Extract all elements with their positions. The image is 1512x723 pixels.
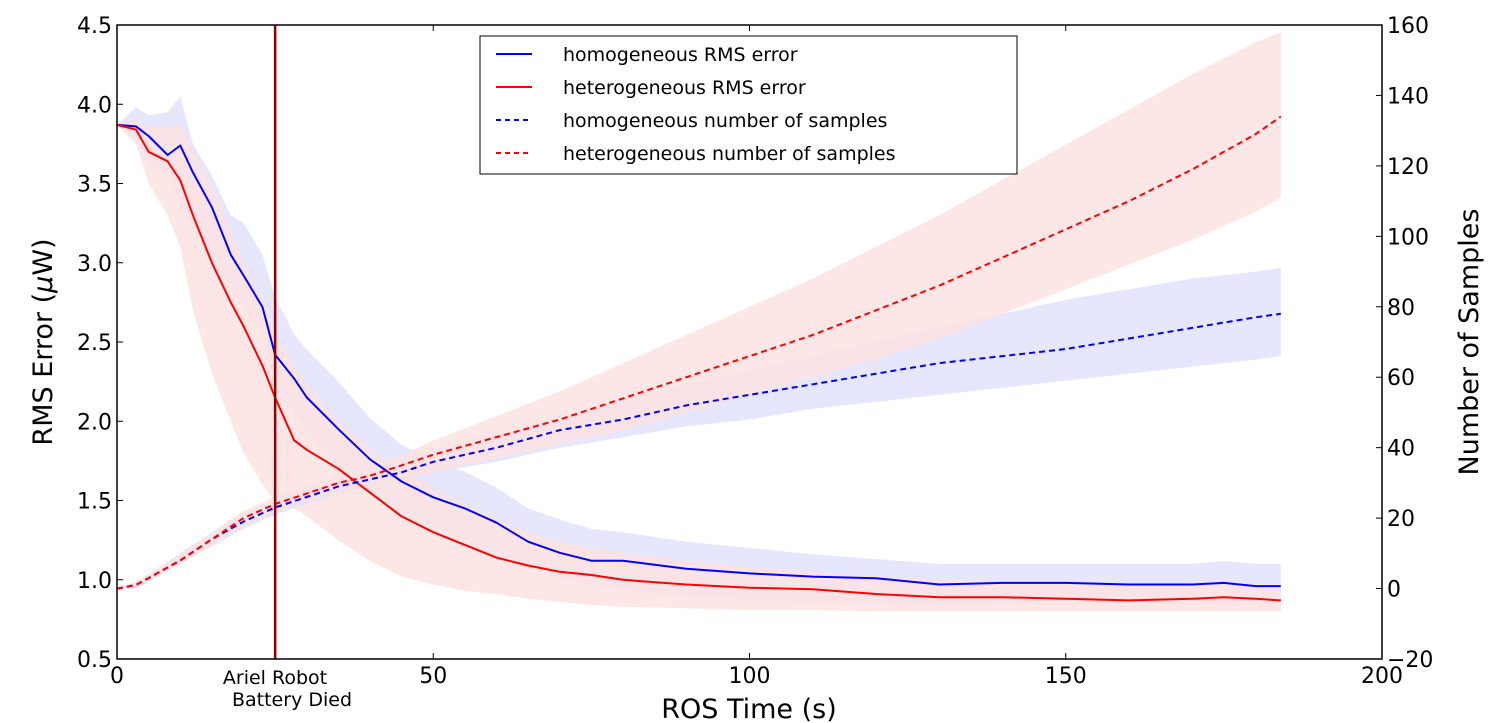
legend-label: heterogeneous number of samples [563,143,896,165]
heterogeneous-rms-error-band [117,120,1281,612]
series-lines [116,115,1282,602]
x-tick-label: 150 [1045,664,1087,689]
x-tick-label: 200 [1361,664,1403,689]
annotation-line1: Ariel Robot [223,667,327,689]
y-left-tick-label: 2.0 [77,410,112,435]
homogeneous-rms-error-line [116,123,1281,588]
y-left-tick-label: 3.0 [77,252,112,277]
y-right-axis-title: Number of Samples [1454,209,1485,476]
y-right-tick-label: 0 [1387,578,1401,603]
x-tick-label: 100 [729,664,771,689]
y-left-axis-title: RMS Error (μW) [28,238,59,445]
confidence-bands [117,32,1281,612]
y-left-tick-label: 2.5 [77,331,112,356]
x-axis-ticks: 0 50 100 150 200 [110,25,1403,689]
y-left-tick-label: 0.5 [77,648,112,673]
y-right-tick-label: 100 [1387,225,1429,250]
legend: homogeneous RMS error heterogeneous RMS e… [479,35,1018,175]
legend-label: homogeneous number of samples [563,110,887,132]
legend-label: heterogeneous RMS error [563,77,806,99]
x-tick-label: 50 [419,664,447,689]
y-left-tick-label: 1.5 [77,490,112,515]
y-right-tick-label: 20 [1387,507,1415,532]
y-left-tick-label: 4.0 [77,93,112,118]
legend-box [479,35,1018,175]
y-right-tick-label: 60 [1387,366,1415,391]
y-right-tick-label: 140 [1387,84,1429,109]
y-right-tick-label: 80 [1387,296,1415,321]
y-right-tick-label: 160 [1387,14,1429,39]
y-right-axis-ticks: −20 0 20 40 60 80 100 120 140 160 [1376,14,1433,673]
y-right-tick-label: −20 [1387,648,1433,673]
y-left-tick-label: 1.0 [77,569,112,594]
y-right-tick-label: 40 [1387,437,1415,462]
x-tick-label: 0 [110,664,124,689]
annotation-line2: Battery Died [232,689,352,711]
homogeneous-number-of-samples-band [117,268,1281,589]
y-left-tick-label: 4.5 [77,14,112,39]
heterogeneous-number-of-samples-line [116,115,1282,590]
heterogeneous-rms-error-line [116,123,1281,602]
legend-label: homogeneous RMS error [563,44,798,66]
y-left-axis-ticks: 0.5 1.0 1.5 2.0 2.5 3.0 3.5 4.0 4.5 [77,14,123,673]
y-left-tick-label: 3.5 [77,173,112,198]
x-axis-title: ROS Time (s) [661,694,837,723]
y-right-tick-label: 120 [1387,155,1429,180]
